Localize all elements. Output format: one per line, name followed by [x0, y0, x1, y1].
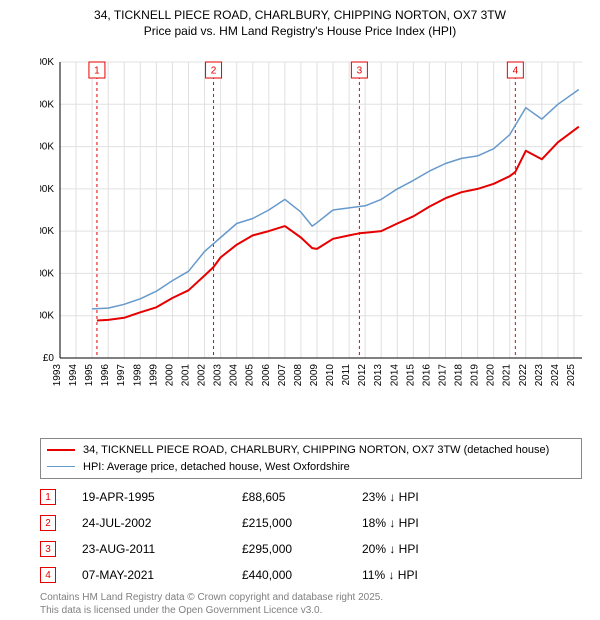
marker-date: 24-JUL-2002: [82, 516, 242, 530]
svg-text:£200K: £200K: [40, 268, 54, 279]
svg-text:2003: 2003: [213, 364, 224, 387]
svg-text:2013: 2013: [373, 364, 384, 387]
svg-text:2005: 2005: [245, 364, 256, 387]
legend: 34, TICKNELL PIECE ROAD, CHARLBURY, CHIP…: [40, 438, 582, 479]
svg-text:1995: 1995: [84, 364, 95, 387]
svg-text:£0: £0: [43, 353, 55, 364]
svg-text:2022: 2022: [518, 364, 529, 387]
marker-row: 2 24-JUL-2002£215,00018% ↓ HPI: [40, 510, 582, 536]
svg-text:2007: 2007: [277, 364, 288, 387]
legend-swatch: [47, 449, 75, 451]
marker-diff: 23% ↓ HPI: [362, 490, 482, 504]
svg-text:2001: 2001: [180, 364, 191, 387]
svg-text:2015: 2015: [405, 364, 416, 387]
svg-text:2019: 2019: [470, 364, 481, 387]
svg-text:2016: 2016: [421, 364, 432, 387]
svg-text:1994: 1994: [68, 364, 79, 387]
marker-diff: 18% ↓ HPI: [362, 516, 482, 530]
svg-text:4: 4: [513, 66, 519, 77]
svg-text:2000: 2000: [164, 364, 175, 387]
svg-text:£300K: £300K: [40, 226, 54, 237]
svg-text:2010: 2010: [325, 364, 336, 387]
svg-text:2018: 2018: [454, 364, 465, 387]
svg-text:2004: 2004: [229, 364, 240, 387]
legend-swatch: [47, 466, 75, 467]
marker-date: 19-APR-1995: [82, 490, 242, 504]
marker-diff: 20% ↓ HPI: [362, 542, 482, 556]
page: 34, TICKNELL PIECE ROAD, CHARLBURY, CHIP…: [0, 0, 600, 620]
marker-row: 3 23-AUG-2011£295,00020% ↓ HPI: [40, 536, 582, 562]
marker-number-box: 4: [40, 567, 56, 583]
marker-number-box: 3: [40, 541, 56, 557]
marker-row: 1 19-APR-1995£88,60523% ↓ HPI: [40, 484, 582, 510]
marker-date: 23-AUG-2011: [82, 542, 242, 556]
marker-price: £215,000: [242, 516, 362, 530]
legend-label: HPI: Average price, detached house, West…: [83, 459, 350, 476]
legend-label: 34, TICKNELL PIECE ROAD, CHARLBURY, CHIP…: [83, 442, 549, 459]
chart-svg: £0 £100K £200K £300K £400K £500K £600K £700K 199…: [40, 58, 582, 398]
legend-item: HPI: Average price, detached house, West…: [47, 459, 575, 476]
svg-text:£100K: £100K: [40, 311, 54, 322]
footer-attribution: Contains HM Land Registry data © Crown c…: [40, 592, 383, 617]
svg-text:£400K: £400K: [40, 184, 54, 195]
title-line-2: Price paid vs. HM Land Registry's House …: [0, 24, 600, 40]
svg-text:2025: 2025: [566, 364, 577, 387]
price-chart: £0 £100K £200K £300K £400K £500K £600K £700K 199…: [40, 58, 582, 398]
legend-item: 34, TICKNELL PIECE ROAD, CHARLBURY, CHIP…: [47, 442, 575, 459]
svg-text:2011: 2011: [341, 364, 352, 386]
svg-text:1: 1: [94, 66, 100, 77]
marker-price: £88,605: [242, 490, 362, 504]
svg-text:1997: 1997: [116, 364, 127, 387]
svg-text:2017: 2017: [437, 364, 448, 387]
svg-text:2009: 2009: [309, 364, 320, 387]
svg-text:1998: 1998: [132, 364, 143, 387]
marker-number-box: 2: [40, 515, 56, 531]
svg-text:2021: 2021: [502, 364, 513, 387]
svg-text:1993: 1993: [52, 364, 63, 387]
svg-text:£600K: £600K: [40, 99, 54, 110]
marker-date: 07-MAY-2021: [82, 568, 242, 582]
marker-table: 1 19-APR-1995£88,60523% ↓ HPI 2 24-JUL-2002…: [40, 484, 582, 588]
svg-text:2: 2: [211, 66, 217, 77]
svg-text:2023: 2023: [534, 364, 545, 387]
marker-price: £295,000: [242, 542, 362, 556]
svg-text:3: 3: [357, 66, 363, 77]
svg-text:1999: 1999: [148, 364, 159, 387]
svg-text:1996: 1996: [100, 364, 111, 387]
svg-text:2008: 2008: [293, 364, 304, 387]
svg-text:£500K: £500K: [40, 142, 54, 153]
svg-text:2006: 2006: [261, 364, 272, 387]
marker-price: £440,000: [242, 568, 362, 582]
marker-diff: 11% ↓ HPI: [362, 568, 482, 582]
chart-title: 34, TICKNELL PIECE ROAD, CHARLBURY, CHIP…: [0, 0, 600, 39]
footer-line-2: This data is licensed under the Open Gov…: [40, 605, 383, 618]
title-line-1: 34, TICKNELL PIECE ROAD, CHARLBURY, CHIP…: [0, 8, 600, 24]
svg-text:2024: 2024: [550, 364, 561, 387]
svg-text:£700K: £700K: [40, 58, 54, 68]
marker-row: 4 07-MAY-2021£440,00011% ↓ HPI: [40, 562, 582, 588]
marker-number-box: 1: [40, 489, 56, 505]
svg-text:2014: 2014: [389, 364, 400, 387]
footer-line-1: Contains HM Land Registry data © Crown c…: [40, 592, 383, 605]
svg-text:2002: 2002: [197, 364, 208, 387]
svg-text:2012: 2012: [357, 364, 368, 387]
svg-text:2020: 2020: [486, 364, 497, 387]
